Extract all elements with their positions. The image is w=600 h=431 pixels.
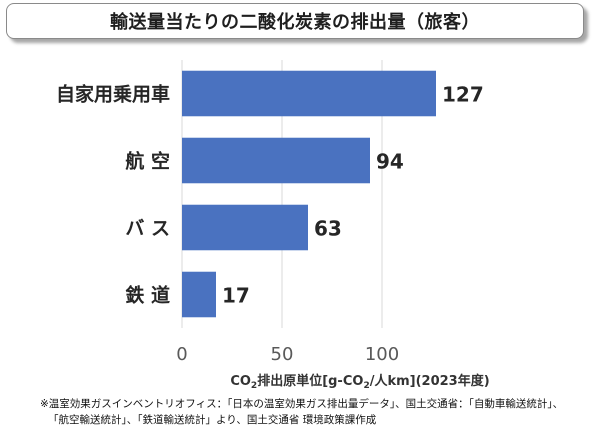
x-axis-title: CO2排出原単位[g-CO2/人km](2023年度) bbox=[230, 373, 489, 391]
category-label-2: 航 空 bbox=[125, 150, 170, 173]
category-label-3: バ ス bbox=[125, 218, 170, 240]
value-label-4: 17 bbox=[222, 284, 250, 308]
bar-3 bbox=[182, 204, 308, 251]
x-tick-label-0: 0 bbox=[176, 344, 187, 365]
value-label-3: 63 bbox=[314, 217, 342, 241]
value-label-2: 94 bbox=[376, 150, 404, 174]
bar-1 bbox=[182, 70, 436, 117]
x-tick-label-50: 50 bbox=[271, 344, 294, 365]
source-note-line1: ※温室効果ガスインベントリオフィス：「日本の温室効果ガス排出量データ」、国土交通… bbox=[40, 398, 564, 410]
value-label-1: 127 bbox=[442, 83, 484, 107]
source-note-line2: 「航空輸送統計」、「鉄道輸送統計」より、国土交通省 環境政策課作成 bbox=[48, 414, 377, 426]
category-label-4: 鉄 道 bbox=[125, 284, 170, 307]
x-tick-label-100: 100 bbox=[365, 344, 399, 365]
bar-4 bbox=[182, 271, 216, 318]
chart-title: 輸送量当たりの二酸化炭素の排出量（旅客） bbox=[110, 12, 480, 33]
category-label-1: 自家用乗用車 bbox=[56, 83, 170, 106]
title-box: 輸送量当たりの二酸化炭素の排出量（旅客） bbox=[6, 3, 584, 39]
bar-2 bbox=[182, 137, 370, 184]
